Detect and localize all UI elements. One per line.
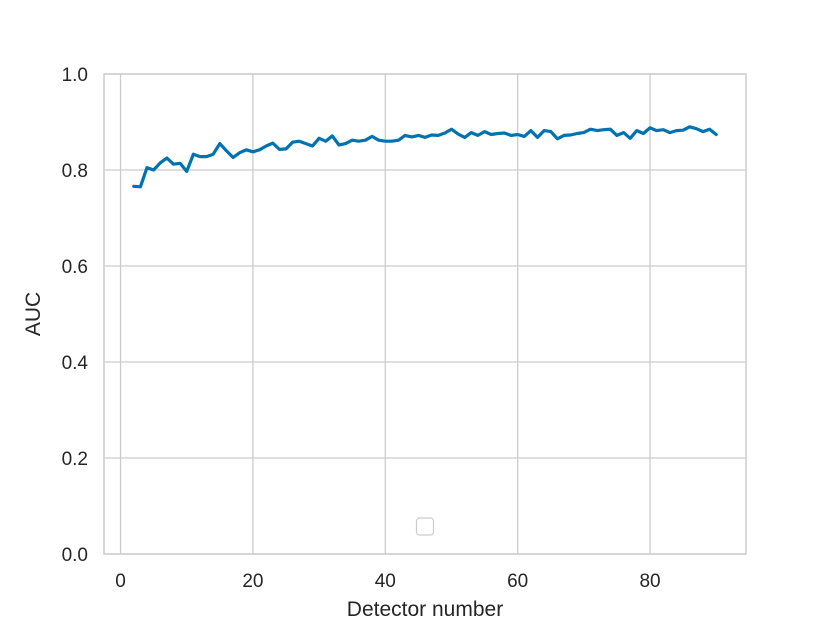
y-tick-label: 0.4 [62, 353, 89, 374]
x-tick-label: 60 [507, 571, 528, 592]
y-tick-label: 0.8 [62, 161, 88, 182]
x-tick-label: 20 [242, 571, 263, 592]
y-tick-label: 1.0 [62, 65, 88, 86]
legend-box [415, 517, 435, 536]
y-tick-label: 0.0 [62, 545, 88, 566]
y-tick-labels: 0.0 0.2 0.4 0.6 0.8 1.0 [62, 65, 89, 566]
x-tick-label: 80 [639, 571, 660, 592]
y-axis-label: AUC [22, 292, 45, 336]
series-line [132, 125, 718, 189]
series-layer [132, 125, 718, 189]
plot-frame [103, 73, 747, 555]
x-tick-labels: 0 20 40 60 80 [115, 571, 660, 592]
x-axis-label: Detector number [347, 598, 503, 621]
y-tick-label: 0.2 [62, 449, 88, 470]
x-tick-label: 0 [115, 571, 126, 592]
y-tick-label: 0.6 [62, 257, 88, 278]
x-grid-lines [119, 74, 651, 554]
x-tick-label: 40 [375, 571, 396, 592]
